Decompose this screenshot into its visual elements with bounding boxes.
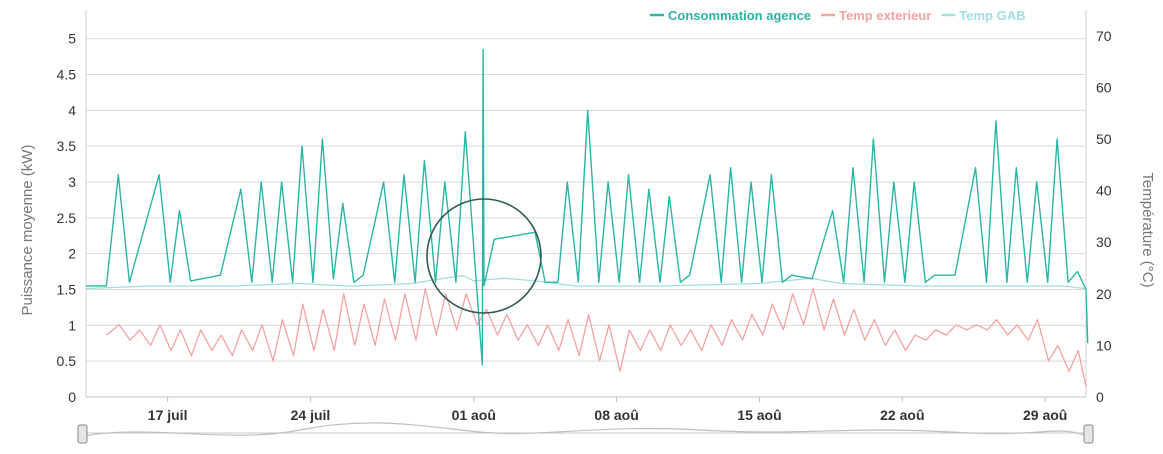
x-axis-ticks: 17 juil 24 juil 01 aoû 08 aoû 15 aoû 22 aoû 29… xyxy=(148,397,1067,423)
series-line-temp-exterieur[interactable] xyxy=(105,287,1087,387)
y-left-tick-label: 0.5 xyxy=(57,353,77,369)
y-left-tick-label: 3.5 xyxy=(57,138,77,154)
y-left-tick-label: 2.5 xyxy=(57,210,77,226)
navigator-handle-right[interactable] xyxy=(1083,424,1094,444)
y-left-tick-label: 1 xyxy=(68,317,76,333)
legend-label: Temp GAB xyxy=(959,8,1025,23)
x-tick-label: 22 aoû xyxy=(880,407,924,423)
x-tick-label: 29 aoû xyxy=(1023,407,1067,423)
y-left-tick-label: 3 xyxy=(68,174,76,190)
y-left-label: Puissance moyenne (kW) xyxy=(19,145,36,316)
legend-label: Temp exterieur xyxy=(839,8,931,23)
series-line-consommation-agence[interactable] xyxy=(86,48,1089,366)
series-layer xyxy=(85,48,1089,387)
y-right-tick-label: 0 xyxy=(1096,389,1104,405)
grid-lines xyxy=(85,10,1087,398)
y-left-tick-label: 2 xyxy=(68,246,76,262)
navigator-preview xyxy=(83,422,1089,437)
y-right-tick-label: 10 xyxy=(1096,337,1112,353)
y-right-tick-label: 50 xyxy=(1096,131,1112,147)
x-tick-label: 15 aoû xyxy=(737,407,781,423)
y-right-tick-label: 30 xyxy=(1096,234,1112,250)
x-tick-label: 08 aoû xyxy=(594,407,638,423)
legend-item[interactable]: Temp exterieur xyxy=(821,8,931,23)
right-axis-ticks: 0 10 20 30 40 50 60 70 xyxy=(1096,28,1112,405)
y-right-label: Température (°C) xyxy=(1139,172,1156,287)
y-left-tick-label: 1.5 xyxy=(57,282,77,298)
legend-item[interactable]: Consommation agence xyxy=(650,8,811,23)
highlight-circle xyxy=(426,198,542,314)
legend-label: Consommation agence xyxy=(668,8,811,23)
navigator-handle-left[interactable] xyxy=(77,424,88,444)
y-left-tick-label: 0 xyxy=(68,389,76,405)
legend[interactable]: Consommation agence Temp exterieur Temp GA… xyxy=(650,8,1026,23)
y-right-tick-label: 20 xyxy=(1096,286,1112,302)
range-navigator[interactable] xyxy=(77,422,1094,444)
y-left-tick-label: 4 xyxy=(68,102,76,118)
y-left-tick-label: 4.5 xyxy=(57,67,77,83)
y-left-tick-label: 5 xyxy=(68,31,76,47)
x-tick-label: 01 aoû xyxy=(452,407,496,423)
x-tick-label: 24 juil xyxy=(291,407,331,423)
series-line-temp-gab[interactable] xyxy=(85,275,1087,290)
y-right-tick-label: 70 xyxy=(1096,28,1112,44)
y-right-tick-label: 40 xyxy=(1096,183,1112,199)
legend-item[interactable]: Temp GAB xyxy=(941,8,1026,23)
left-axis-ticks: 0 0.5 1 1.5 2 2.5 3 3.5 4 4.5 5 xyxy=(57,31,77,405)
y-right-tick-label: 60 xyxy=(1096,79,1112,95)
x-tick-label: 17 juil xyxy=(148,407,188,423)
